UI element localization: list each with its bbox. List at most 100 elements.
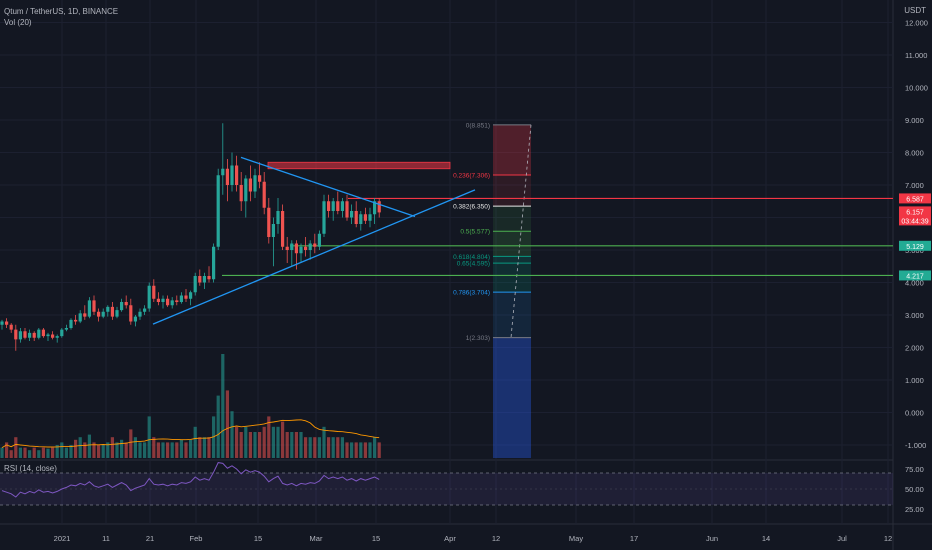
drawings[interactable] [152, 156, 476, 325]
rsi-tick: 75.00 [905, 465, 924, 474]
volume-bar [138, 442, 142, 458]
volume-bar [133, 437, 137, 458]
fib-level-label: 0.786(3.704) [453, 290, 490, 297]
volume-indicator-title[interactable]: Vol (20) [4, 18, 32, 27]
volume-bar [225, 390, 229, 458]
price-label-badge [899, 215, 931, 226]
volume-bar [18, 447, 22, 458]
candle-body [304, 246, 308, 250]
volume-bar [299, 432, 303, 458]
volume-bar [340, 437, 344, 458]
volume-bar [377, 442, 381, 458]
price-tick: 0.000 [905, 409, 924, 418]
candle-body [216, 175, 220, 247]
volume-bar [336, 437, 340, 458]
volume-bar [60, 442, 64, 458]
candle-body [221, 168, 225, 176]
time-tick: 11 [102, 534, 110, 543]
volume-bar [152, 437, 156, 458]
rsi-indicator-title[interactable]: RSI (14, close) [4, 464, 57, 473]
candle-body [212, 246, 216, 280]
volume-bar [179, 439, 183, 458]
volume-bar [290, 432, 294, 458]
candle-body [5, 321, 9, 325]
volume-bar [235, 426, 239, 458]
time-tick: Apr [444, 534, 456, 543]
candle-body [377, 201, 381, 213]
ascending-trendline [152, 189, 476, 325]
candle-body [267, 207, 271, 237]
candle-body [124, 302, 128, 306]
price-tick: 11.000 [905, 51, 927, 60]
fib-level-label: 0.382(6.350) [453, 204, 490, 211]
volume-bar [363, 442, 367, 458]
volume-bar [354, 442, 358, 458]
rsi-line [1, 462, 380, 498]
volume-bar [156, 442, 160, 458]
candle-body [170, 300, 174, 306]
candle-body [175, 300, 179, 302]
candle-body [166, 298, 170, 306]
volume-bar [69, 445, 73, 458]
candle-body [285, 246, 289, 250]
fib-level-label: 0.618(4.804) [453, 254, 490, 261]
candle-body [78, 313, 82, 322]
candle-body [37, 329, 41, 338]
volume-bar [37, 450, 41, 458]
price-axis[interactable]: 12.00011.00010.0009.0008.0007.0006.0005.… [899, 19, 931, 515]
price-tick: 10.000 [905, 84, 928, 93]
volume-bar [189, 439, 193, 458]
fibonacci-retracement[interactable]: 0(8.851) 0.236(7.306) 0.382(6.350) 0.5(5.57… [453, 122, 532, 458]
volume-bar [9, 450, 13, 458]
volume-bar [304, 437, 308, 458]
volume-bar [41, 447, 45, 458]
volume-bar [14, 437, 18, 458]
rsi-tick: 50.00 [905, 485, 924, 494]
volume-bar [262, 426, 266, 458]
supply-zone [267, 161, 451, 170]
price-tick: 12.000 [905, 19, 928, 28]
candle-body [129, 305, 133, 322]
fib-zone [493, 175, 531, 207]
volume-bar [55, 445, 59, 458]
volume-bar [281, 421, 285, 458]
volume-bar [244, 426, 248, 458]
candle-body [262, 181, 266, 208]
fib-level-label: 0.5(5.577) [460, 229, 490, 236]
time-axis[interactable]: 2021 11 21 Feb 15 Mar 15 Apr 12 May 17 Jun 14 Jul 12 [54, 534, 893, 543]
volume-bar [46, 448, 50, 458]
volume-bar [51, 447, 55, 458]
candle-body [350, 211, 354, 218]
horizontal-lines[interactable] [222, 197, 893, 277]
volume-bar [92, 442, 96, 458]
candle-body [235, 165, 239, 185]
volume-bar [258, 432, 262, 458]
price-tick: -1.000 [905, 441, 926, 450]
volume-bar [313, 437, 317, 458]
fib-level-label: 0.65(4.595) [457, 261, 490, 268]
candle-body [354, 211, 358, 224]
price-tick: 9.000 [905, 116, 924, 125]
candle-body [276, 211, 280, 224]
rsi-pane [0, 462, 893, 506]
price-tick: 1.000 [905, 376, 924, 385]
candle-body [317, 233, 321, 247]
symbol-title[interactable]: Qtum / TetherUS, 1D, BINANCE [4, 7, 119, 16]
volume-bar [0, 447, 4, 458]
candle-body [271, 224, 275, 237]
candle-body [18, 331, 22, 340]
fib-zone [493, 206, 531, 232]
candle-body [120, 302, 124, 311]
fib-level-label: 1(2.303) [466, 335, 490, 342]
fib-level-label: 0(8.851) [466, 122, 490, 129]
volume-bar [5, 442, 9, 458]
time-tick: 12 [884, 534, 892, 543]
volume-bar [97, 445, 101, 458]
currency-label[interactable]: USDT [904, 6, 926, 15]
time-tick: 21 [146, 534, 154, 543]
candle-body [106, 306, 110, 312]
time-tick: Mar [310, 534, 323, 543]
time-tick: Jun [706, 534, 718, 543]
price-tick: 7.000 [905, 181, 924, 190]
